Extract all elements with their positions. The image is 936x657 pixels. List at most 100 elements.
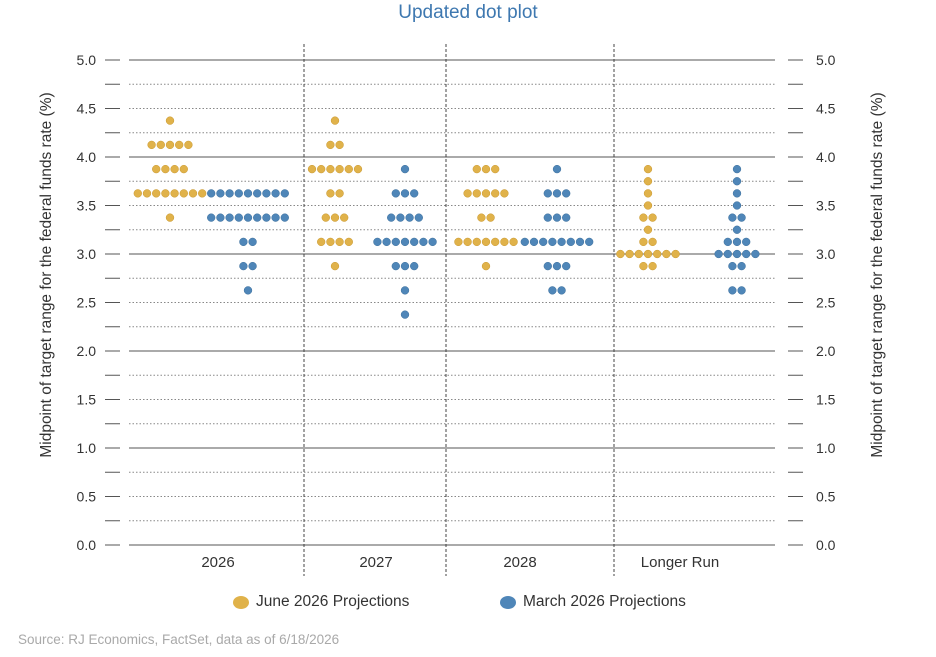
dot-june xyxy=(147,140,156,150)
y-tick-label-left: 0.5 xyxy=(77,489,97,505)
dot-june xyxy=(152,164,161,174)
dot-june xyxy=(175,140,184,150)
y-tick-label-right: 0.0 xyxy=(816,537,836,553)
dot-march xyxy=(382,237,391,247)
dot-march xyxy=(552,189,562,198)
dot-march xyxy=(248,261,257,271)
dot-june xyxy=(330,116,340,125)
dot-june xyxy=(671,249,680,259)
dot-june xyxy=(500,237,509,247)
y-tick-label-right: 4.5 xyxy=(816,101,836,117)
dot-june xyxy=(321,213,330,222)
dot-june xyxy=(170,164,179,174)
dot-march xyxy=(262,213,271,222)
dot-june xyxy=(317,237,326,247)
dot-march xyxy=(543,189,552,198)
dot-march xyxy=(723,249,732,259)
dot-march xyxy=(552,213,562,222)
dot-march xyxy=(391,237,400,247)
dot-june xyxy=(648,261,657,271)
dot-june xyxy=(491,237,500,247)
y-axis-label-right: Midpoint of target range for the federal… xyxy=(869,92,886,458)
dot-june xyxy=(335,237,344,247)
dot-march xyxy=(728,261,737,271)
dot-june xyxy=(639,237,648,247)
dot-march xyxy=(548,237,557,247)
dot-june xyxy=(653,249,662,259)
dot-june xyxy=(643,164,653,174)
dot-march xyxy=(400,189,410,198)
dot-june xyxy=(317,164,326,174)
dot-june xyxy=(463,189,472,198)
y-tick-label-right: 1.5 xyxy=(816,392,836,408)
dot-march xyxy=(566,237,575,247)
legend-item-june: June 2026 Projections xyxy=(233,593,409,611)
y-tick-label-right: 2.0 xyxy=(816,343,836,359)
y-tick-label-left: 2.5 xyxy=(77,295,97,311)
dot-march xyxy=(742,237,751,247)
dot-march xyxy=(280,213,289,222)
dot-june xyxy=(643,201,653,210)
dot-june xyxy=(454,237,463,247)
dot-march xyxy=(585,237,594,247)
source-note: Source: RJ Economics, FactSet, data as o… xyxy=(18,632,340,647)
dot-march xyxy=(400,310,410,319)
dot-june xyxy=(477,213,486,222)
dot-june xyxy=(340,213,349,222)
dot-june xyxy=(179,189,188,198)
dot-june xyxy=(335,189,344,198)
dot-march xyxy=(520,237,529,247)
dot-march xyxy=(732,164,742,174)
dot-march xyxy=(239,261,248,271)
dot-june xyxy=(142,189,152,198)
x-tick-label: 2026 xyxy=(201,554,234,571)
dot-march xyxy=(414,213,423,222)
dot-june xyxy=(133,189,142,198)
dot-march xyxy=(243,286,253,295)
y-tick-label-left: 3.0 xyxy=(77,246,97,262)
dot-march xyxy=(732,177,742,186)
dot-june xyxy=(161,189,170,198)
x-tick-label: Longer Run xyxy=(641,554,719,571)
dot-june xyxy=(326,140,335,150)
dot-june xyxy=(634,249,643,259)
dot-march xyxy=(262,189,271,198)
dot-june xyxy=(170,189,179,198)
dot-march xyxy=(552,261,562,271)
dot-june xyxy=(330,261,340,271)
dot-june xyxy=(184,140,193,150)
dot-march xyxy=(728,286,737,295)
dot-june xyxy=(463,237,472,247)
dot-march xyxy=(248,237,257,247)
dot-june xyxy=(335,164,344,174)
dot-march xyxy=(575,237,585,247)
dot-march xyxy=(714,249,723,259)
dot-march xyxy=(543,261,552,271)
dot-june xyxy=(156,140,165,150)
dot-june xyxy=(472,237,481,247)
dot-march xyxy=(751,249,760,259)
y-tick-label-left: 1.0 xyxy=(77,440,97,456)
dot-march xyxy=(225,213,234,222)
dot-june xyxy=(344,164,353,174)
dot-march xyxy=(732,237,742,247)
dot-march xyxy=(239,237,248,247)
y-tick-label-left: 4.0 xyxy=(77,149,97,165)
y-tick-label-right: 3.5 xyxy=(816,198,836,214)
dot-march xyxy=(737,286,746,295)
dot-march xyxy=(234,189,243,198)
y-axis-label-left: Midpoint of target range for the federal… xyxy=(38,92,55,458)
dot-march xyxy=(723,237,732,247)
dot-march xyxy=(243,189,253,198)
dot-june xyxy=(648,213,657,222)
dot-march xyxy=(428,237,437,247)
dot-march xyxy=(539,237,548,247)
dot-june xyxy=(486,213,495,222)
dot-june xyxy=(344,237,353,247)
dot-june xyxy=(500,189,509,198)
x-tick-label: 2028 xyxy=(503,554,536,571)
y-tick-label-left: 1.5 xyxy=(77,392,97,408)
dot-march xyxy=(400,237,410,247)
dot-june xyxy=(481,189,491,198)
dot-march xyxy=(391,189,400,198)
